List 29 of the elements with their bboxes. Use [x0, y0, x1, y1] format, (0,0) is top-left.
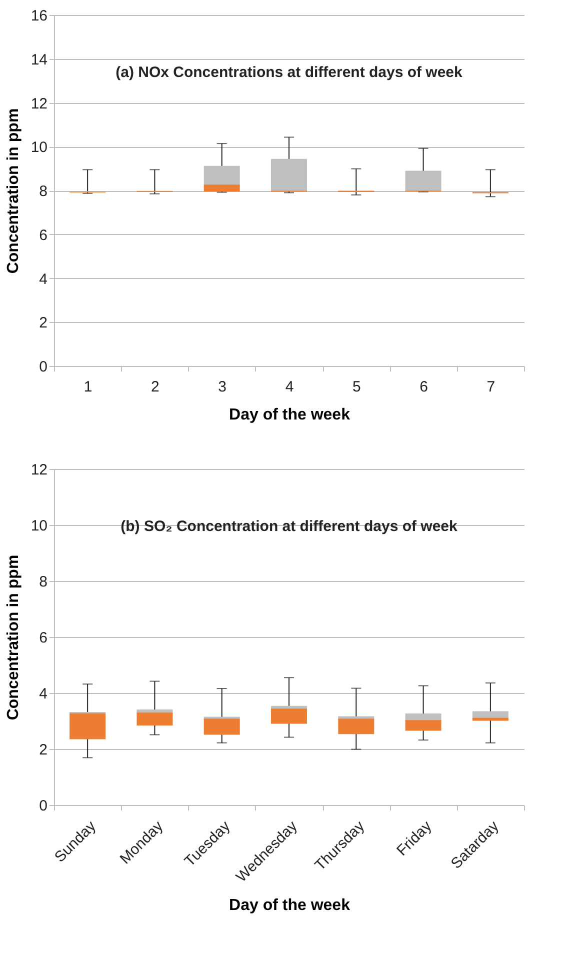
x-tick-label: 2 [151, 378, 160, 396]
y-axis-title: Concentration in ppm [4, 554, 22, 720]
y-tick-label: 16 [30, 8, 48, 24]
text: (a) NOx Concentrations at different days of week [116, 64, 464, 81]
y-tick-label: 10 [30, 518, 48, 534]
y-tick-label: 2 [39, 314, 48, 332]
y-tick-label: 0 [39, 358, 48, 376]
y-tick-label: 12 [30, 462, 48, 478]
text: (b) SO₂ Concentration at different days of week [120, 518, 458, 535]
y-tick-label: 12 [30, 95, 48, 112]
x-tick-label: 7 [486, 378, 496, 396]
y-tick-label: 6 [39, 226, 48, 244]
y-tick-label: 4 [39, 270, 48, 288]
x-tick-label: 1 [84, 378, 92, 396]
x-tick-label: 4 [285, 378, 294, 396]
x-axis-title: Day of the week [229, 406, 350, 424]
x-tick-label: 6 [420, 378, 428, 396]
y-tick-label: 2 [39, 742, 48, 758]
y-tick-label: 6 [39, 630, 48, 646]
y-tick-label: 8 [39, 574, 48, 590]
x-tick-label: 3 [218, 378, 227, 396]
y-tick-label: 10 [30, 139, 48, 156]
x-axis-title: Day of the week [229, 896, 350, 914]
y-tick-label: 0 [39, 798, 48, 814]
y-tick-label: 8 [39, 183, 48, 200]
y-tick-label: 4 [39, 686, 48, 702]
y-axis-title: Concentration in ppm [4, 108, 22, 274]
y-tick-label: 14 [30, 51, 48, 68]
x-tick-label: 5 [352, 378, 361, 396]
